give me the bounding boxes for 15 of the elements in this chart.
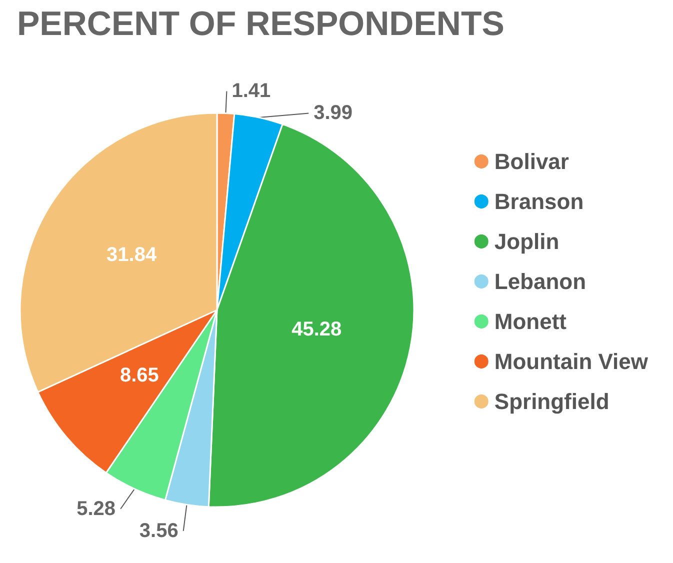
legend-label: Mountain View [494, 349, 649, 374]
legend-label: Lebanon [494, 269, 586, 294]
legend-label: Springfield [494, 389, 610, 414]
legend-label: Branson [494, 189, 584, 214]
legend-label: Bolivar [494, 149, 570, 174]
legend-label: Joplin [494, 229, 560, 254]
data-label: 31.84 [106, 244, 158, 266]
data-label: 3.56 [139, 520, 178, 542]
data-label: 45.28 [292, 318, 342, 340]
data-label: 8.65 [120, 364, 159, 386]
data-label: 3.99 [314, 102, 353, 124]
chart-title: PERCENT OF RESPONDENTS [17, 5, 504, 43]
legend-label: Monett [494, 309, 568, 334]
data-label: 1.41 [232, 80, 271, 102]
data-label: 5.28 [76, 498, 116, 520]
